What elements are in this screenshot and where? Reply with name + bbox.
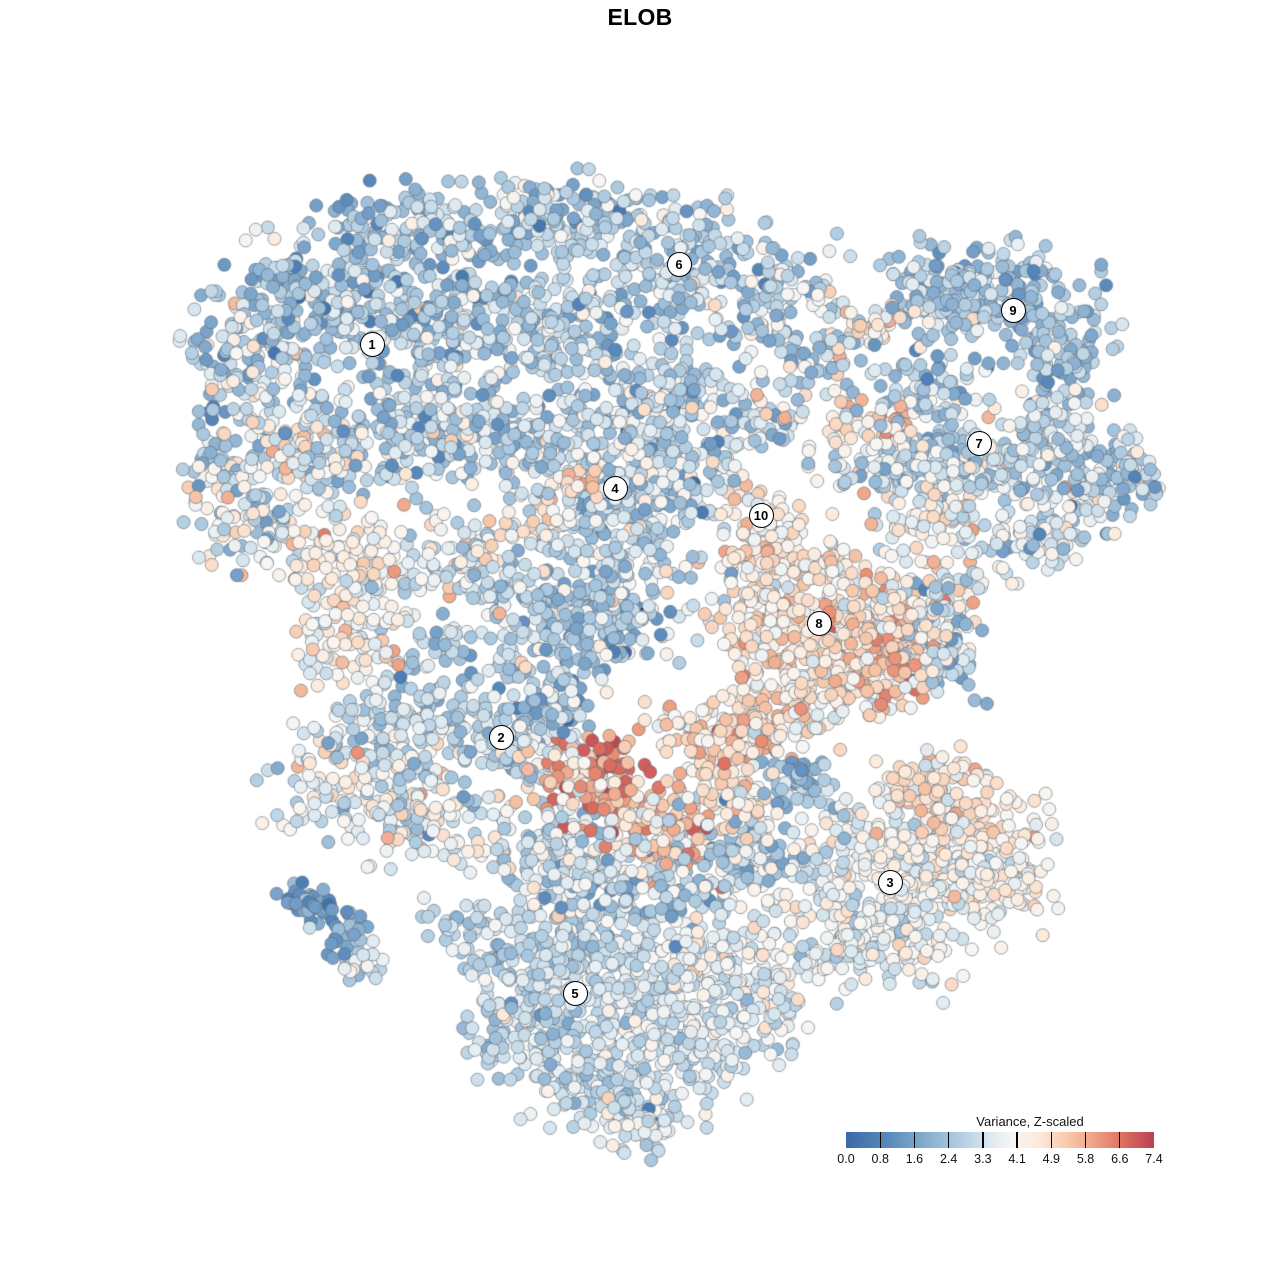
colorbar-divider (1084, 1132, 1087, 1148)
cluster-label-8: 8 (806, 610, 832, 636)
colorbar-gradient (846, 1132, 1154, 1148)
cluster-label-7: 7 (966, 430, 992, 456)
colorbar-tick-label: 0.8 (871, 1152, 889, 1166)
cluster-label-4: 4 (602, 475, 628, 501)
cluster-label-5: 5 (562, 980, 588, 1006)
colorbar-title: Variance, Z-scaled (976, 1114, 1084, 1129)
colorbar-divider (913, 1132, 916, 1148)
cluster-label-3: 3 (877, 869, 903, 895)
colorbar-tick-label: 0.0 (837, 1152, 855, 1166)
cluster-label-6: 6 (666, 251, 692, 277)
colorbar-tick-label: 2.4 (939, 1152, 958, 1166)
colorbar-tick-label: 1.6 (905, 1152, 924, 1166)
colorbar-divider (1016, 1132, 1018, 1148)
colorbar-tick-label: 5.8 (1076, 1152, 1095, 1166)
colorbar-tick-label: 3.3 (974, 1152, 992, 1166)
colorbar-tick-label: 4.9 (1042, 1152, 1061, 1166)
colorbar-divider (879, 1132, 881, 1148)
cluster-label-1: 1 (359, 331, 385, 357)
colorbar-tick-label: 4.1 (1008, 1152, 1026, 1166)
colorbar-tick-label: 6.6 (1111, 1152, 1129, 1166)
colorbar-divider (947, 1132, 950, 1148)
colorbar-divider (1119, 1132, 1121, 1148)
colorbar-tick-label: 7.4 (1145, 1152, 1163, 1166)
cluster-label-10: 10 (748, 502, 774, 528)
colorbar-divider (982, 1132, 984, 1148)
colorbar-divider (1050, 1132, 1053, 1148)
cluster-label-2: 2 (488, 724, 514, 750)
cluster-label-9: 9 (1000, 297, 1026, 323)
